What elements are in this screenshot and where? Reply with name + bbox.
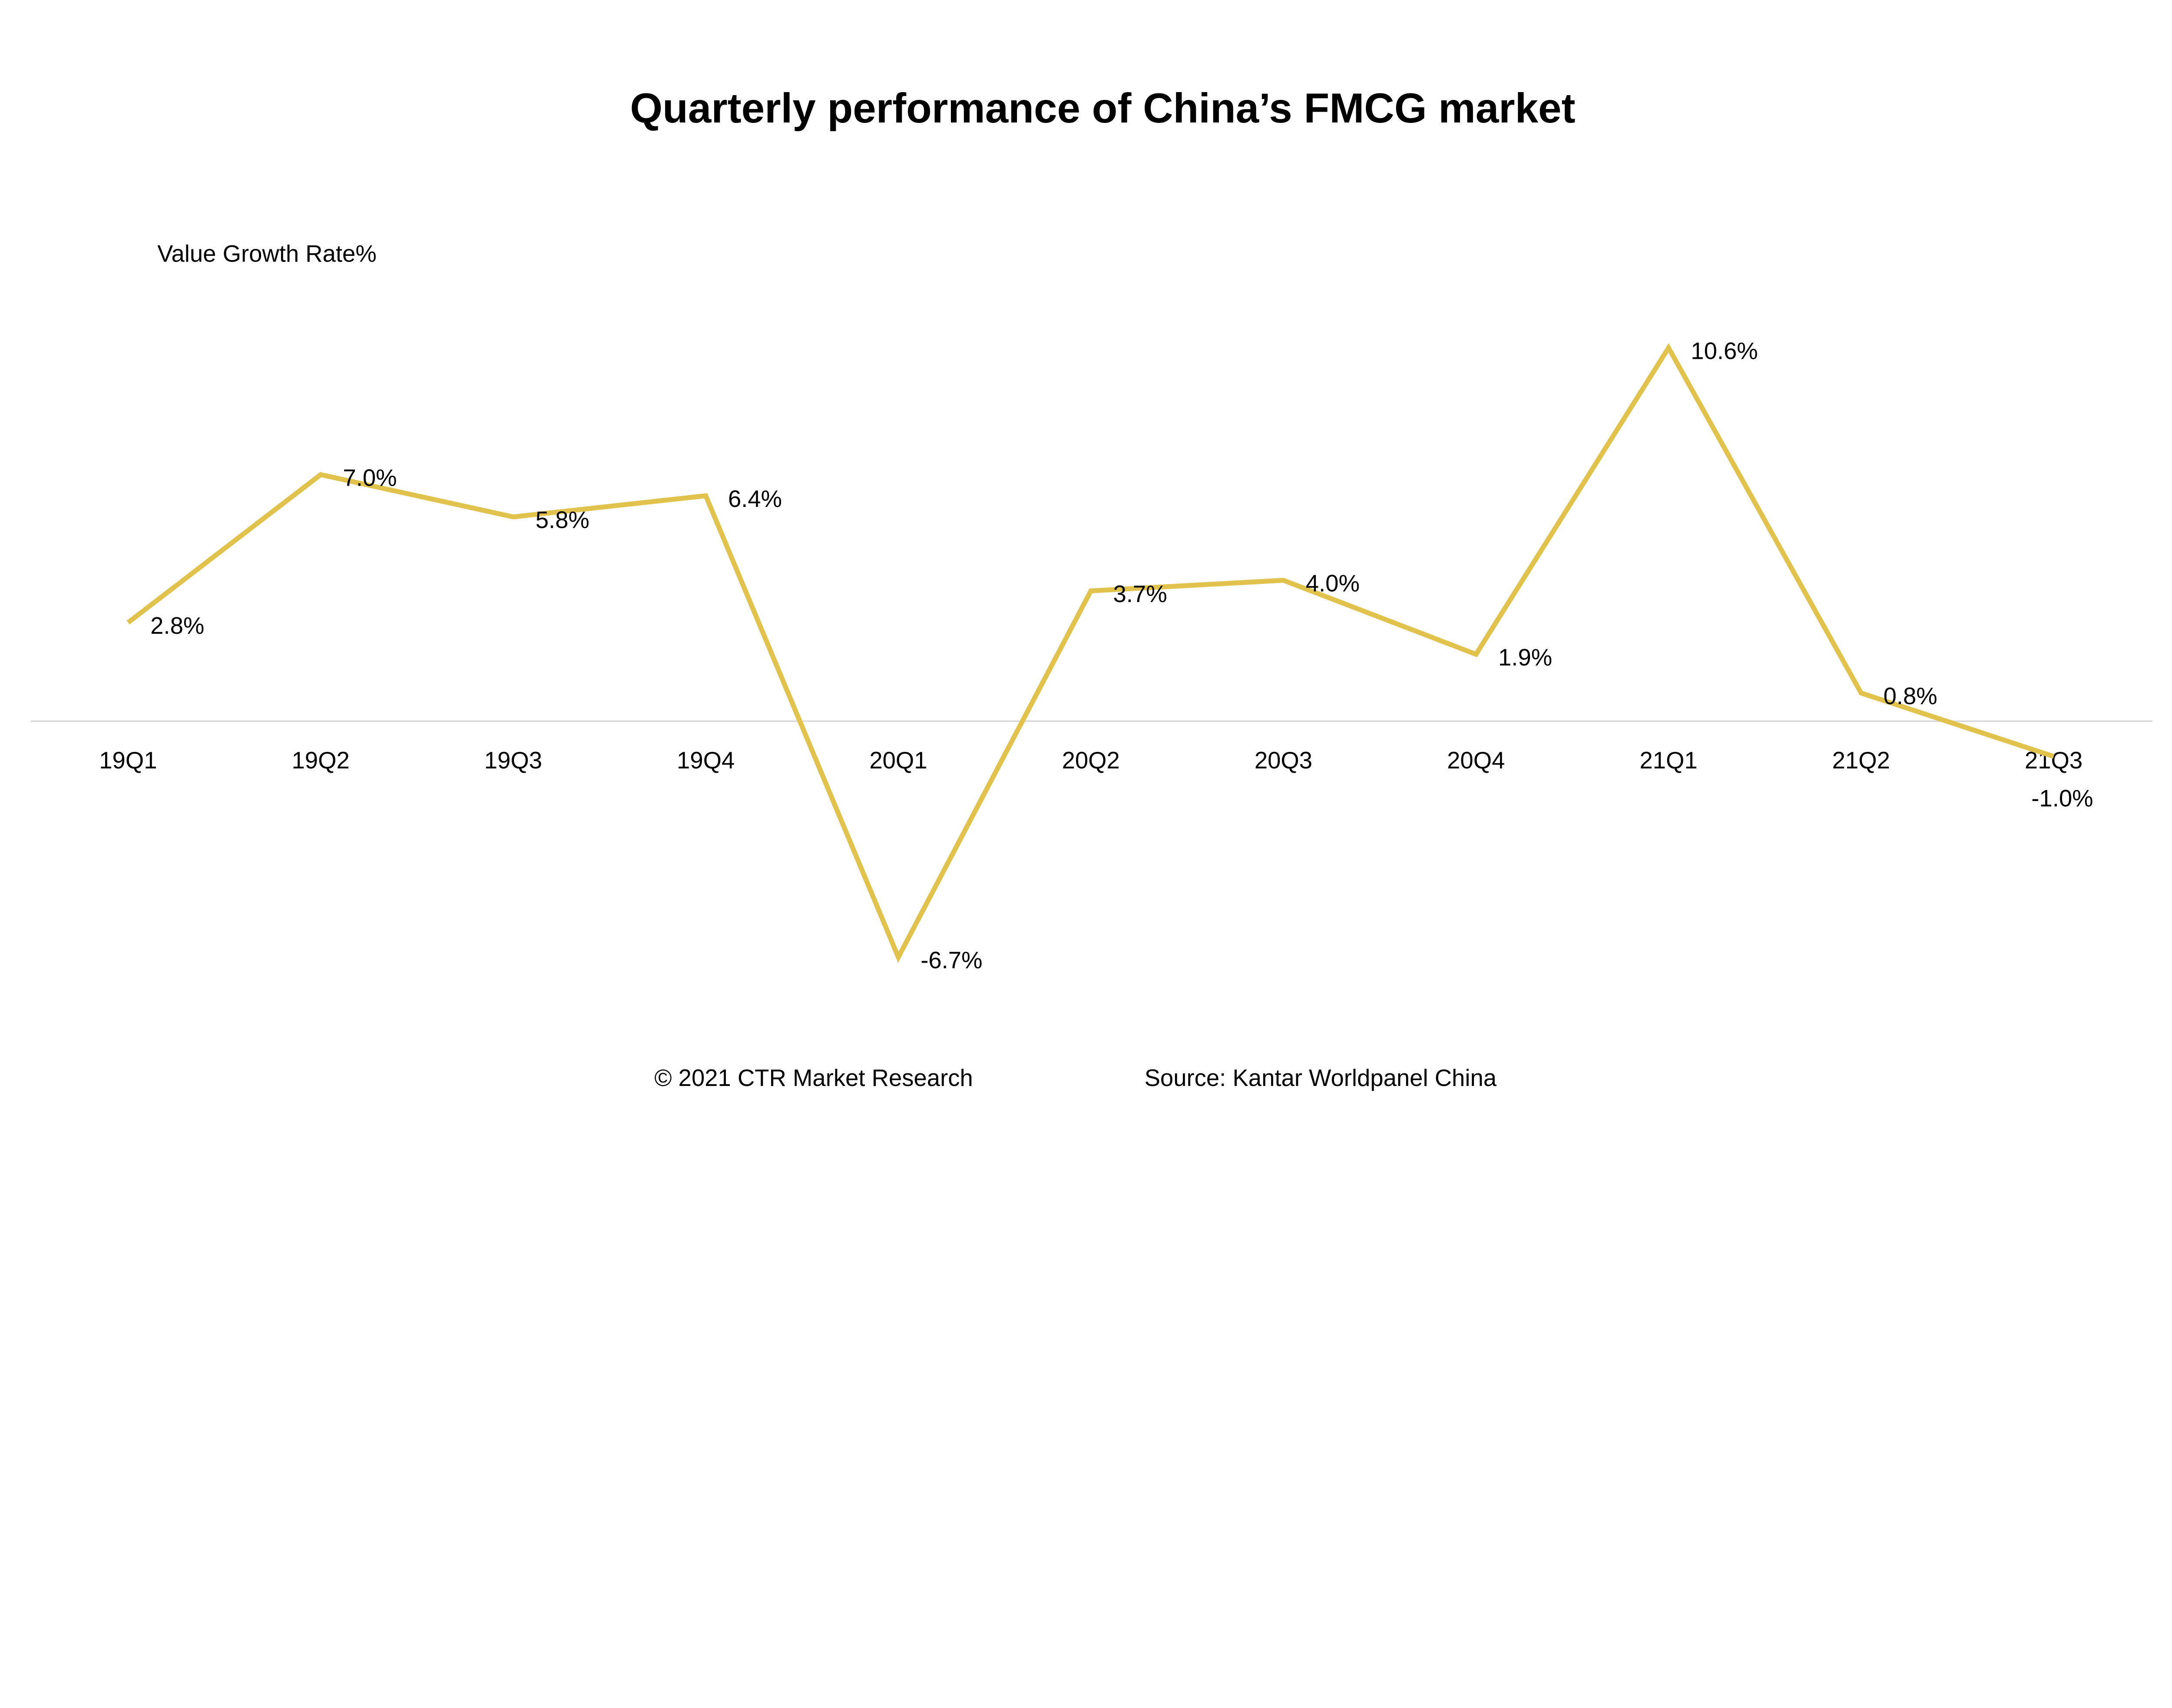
x-tick-label: 19Q2	[292, 747, 350, 774]
data-label: 6.4%	[728, 486, 782, 512]
data-label: 5.8%	[536, 507, 589, 533]
y-axis-label: Value Growth Rate%	[157, 241, 377, 267]
data-label: 10.6%	[1691, 338, 1758, 364]
x-tick-label: 21Q2	[1832, 747, 1890, 774]
line-chart: Quarterly performance of China’s FMCG ma…	[30, 85, 2153, 1091]
data-label: 0.8%	[1884, 683, 1937, 709]
series-line	[126, 343, 2055, 963]
data-label: 4.0%	[1306, 570, 1360, 597]
x-tick-label: 20Q3	[1255, 747, 1312, 774]
x-tick-label: 19Q1	[99, 747, 157, 774]
x-tick-label: 20Q2	[1062, 747, 1120, 774]
x-tick-label: 21Q1	[1639, 747, 1697, 774]
data-label: 2.8%	[150, 612, 204, 639]
data-label: -1.0%	[2031, 785, 2093, 812]
x-tick-label: 19Q3	[484, 747, 542, 774]
copyright-text: © 2021 CTR Market Research	[654, 1065, 973, 1091]
data-label: 3.7%	[1113, 581, 1167, 607]
x-axis-ticks: 19Q1 19Q2 19Q3 19Q4 20Q1 20Q2 20Q3 20Q4 21Q1 21Q2…	[99, 747, 2083, 774]
x-tick-label: 19Q4	[677, 747, 735, 774]
data-label: -6.7%	[920, 947, 982, 973]
data-labels: 2.8% 7.0% 5.8% 6.4% -6.7% 3.7% 4.0% 1.9% 10.6% 0.…	[150, 338, 2093, 973]
data-label: 1.9%	[1498, 644, 1552, 671]
source-text: Source: Kantar Worldpanel China	[1145, 1065, 1497, 1091]
x-tick-label: 20Q1	[869, 747, 927, 774]
chart-title: Quarterly performance of China’s FMCG ma…	[630, 85, 1575, 132]
x-tick-label: 20Q4	[1447, 747, 1505, 774]
data-label: 7.0%	[343, 464, 397, 491]
